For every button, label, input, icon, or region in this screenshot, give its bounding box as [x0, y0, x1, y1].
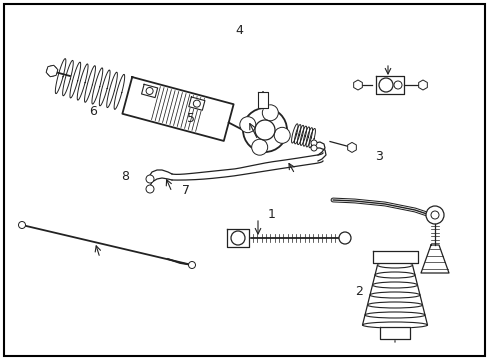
Circle shape: [19, 221, 25, 229]
Text: 6: 6: [89, 105, 97, 118]
Polygon shape: [114, 75, 124, 109]
Polygon shape: [379, 327, 409, 339]
Text: 1: 1: [267, 208, 275, 221]
Circle shape: [47, 66, 57, 76]
Circle shape: [338, 232, 350, 244]
Ellipse shape: [372, 282, 417, 288]
Polygon shape: [141, 84, 157, 98]
Polygon shape: [303, 127, 309, 146]
Polygon shape: [77, 64, 88, 100]
Circle shape: [425, 206, 443, 224]
Polygon shape: [84, 66, 95, 102]
Polygon shape: [372, 251, 417, 263]
Text: 2: 2: [355, 285, 363, 298]
Text: 8: 8: [121, 170, 128, 183]
Polygon shape: [122, 77, 233, 141]
Ellipse shape: [362, 322, 427, 328]
Polygon shape: [291, 124, 297, 143]
Polygon shape: [300, 126, 306, 145]
Circle shape: [243, 108, 286, 152]
Circle shape: [393, 81, 401, 89]
Polygon shape: [55, 59, 66, 94]
Circle shape: [274, 127, 289, 143]
Polygon shape: [420, 245, 448, 273]
Ellipse shape: [369, 292, 419, 298]
Polygon shape: [375, 76, 403, 94]
Circle shape: [193, 100, 200, 107]
Circle shape: [239, 117, 255, 133]
Polygon shape: [297, 125, 303, 145]
Polygon shape: [305, 128, 312, 147]
Text: 3: 3: [374, 150, 382, 163]
Circle shape: [146, 175, 154, 183]
Ellipse shape: [364, 312, 424, 318]
Circle shape: [146, 87, 153, 94]
Circle shape: [378, 78, 392, 92]
Circle shape: [230, 231, 244, 245]
Polygon shape: [362, 265, 427, 325]
Ellipse shape: [367, 302, 422, 308]
Polygon shape: [294, 125, 300, 144]
Ellipse shape: [377, 262, 412, 268]
Polygon shape: [62, 60, 73, 96]
Polygon shape: [92, 68, 102, 104]
Text: 5: 5: [186, 112, 194, 125]
Circle shape: [262, 105, 278, 121]
Circle shape: [254, 120, 274, 140]
Circle shape: [310, 145, 316, 151]
Polygon shape: [226, 229, 248, 247]
Polygon shape: [188, 97, 204, 110]
Circle shape: [310, 140, 316, 146]
Circle shape: [188, 261, 195, 269]
Polygon shape: [99, 70, 110, 106]
Text: 7: 7: [182, 184, 189, 197]
Circle shape: [146, 185, 154, 193]
Circle shape: [430, 211, 438, 219]
Polygon shape: [106, 72, 117, 108]
Polygon shape: [258, 92, 267, 108]
Polygon shape: [70, 62, 81, 98]
Ellipse shape: [374, 272, 414, 278]
Text: 4: 4: [235, 24, 243, 37]
Circle shape: [251, 139, 267, 155]
Polygon shape: [308, 129, 315, 148]
